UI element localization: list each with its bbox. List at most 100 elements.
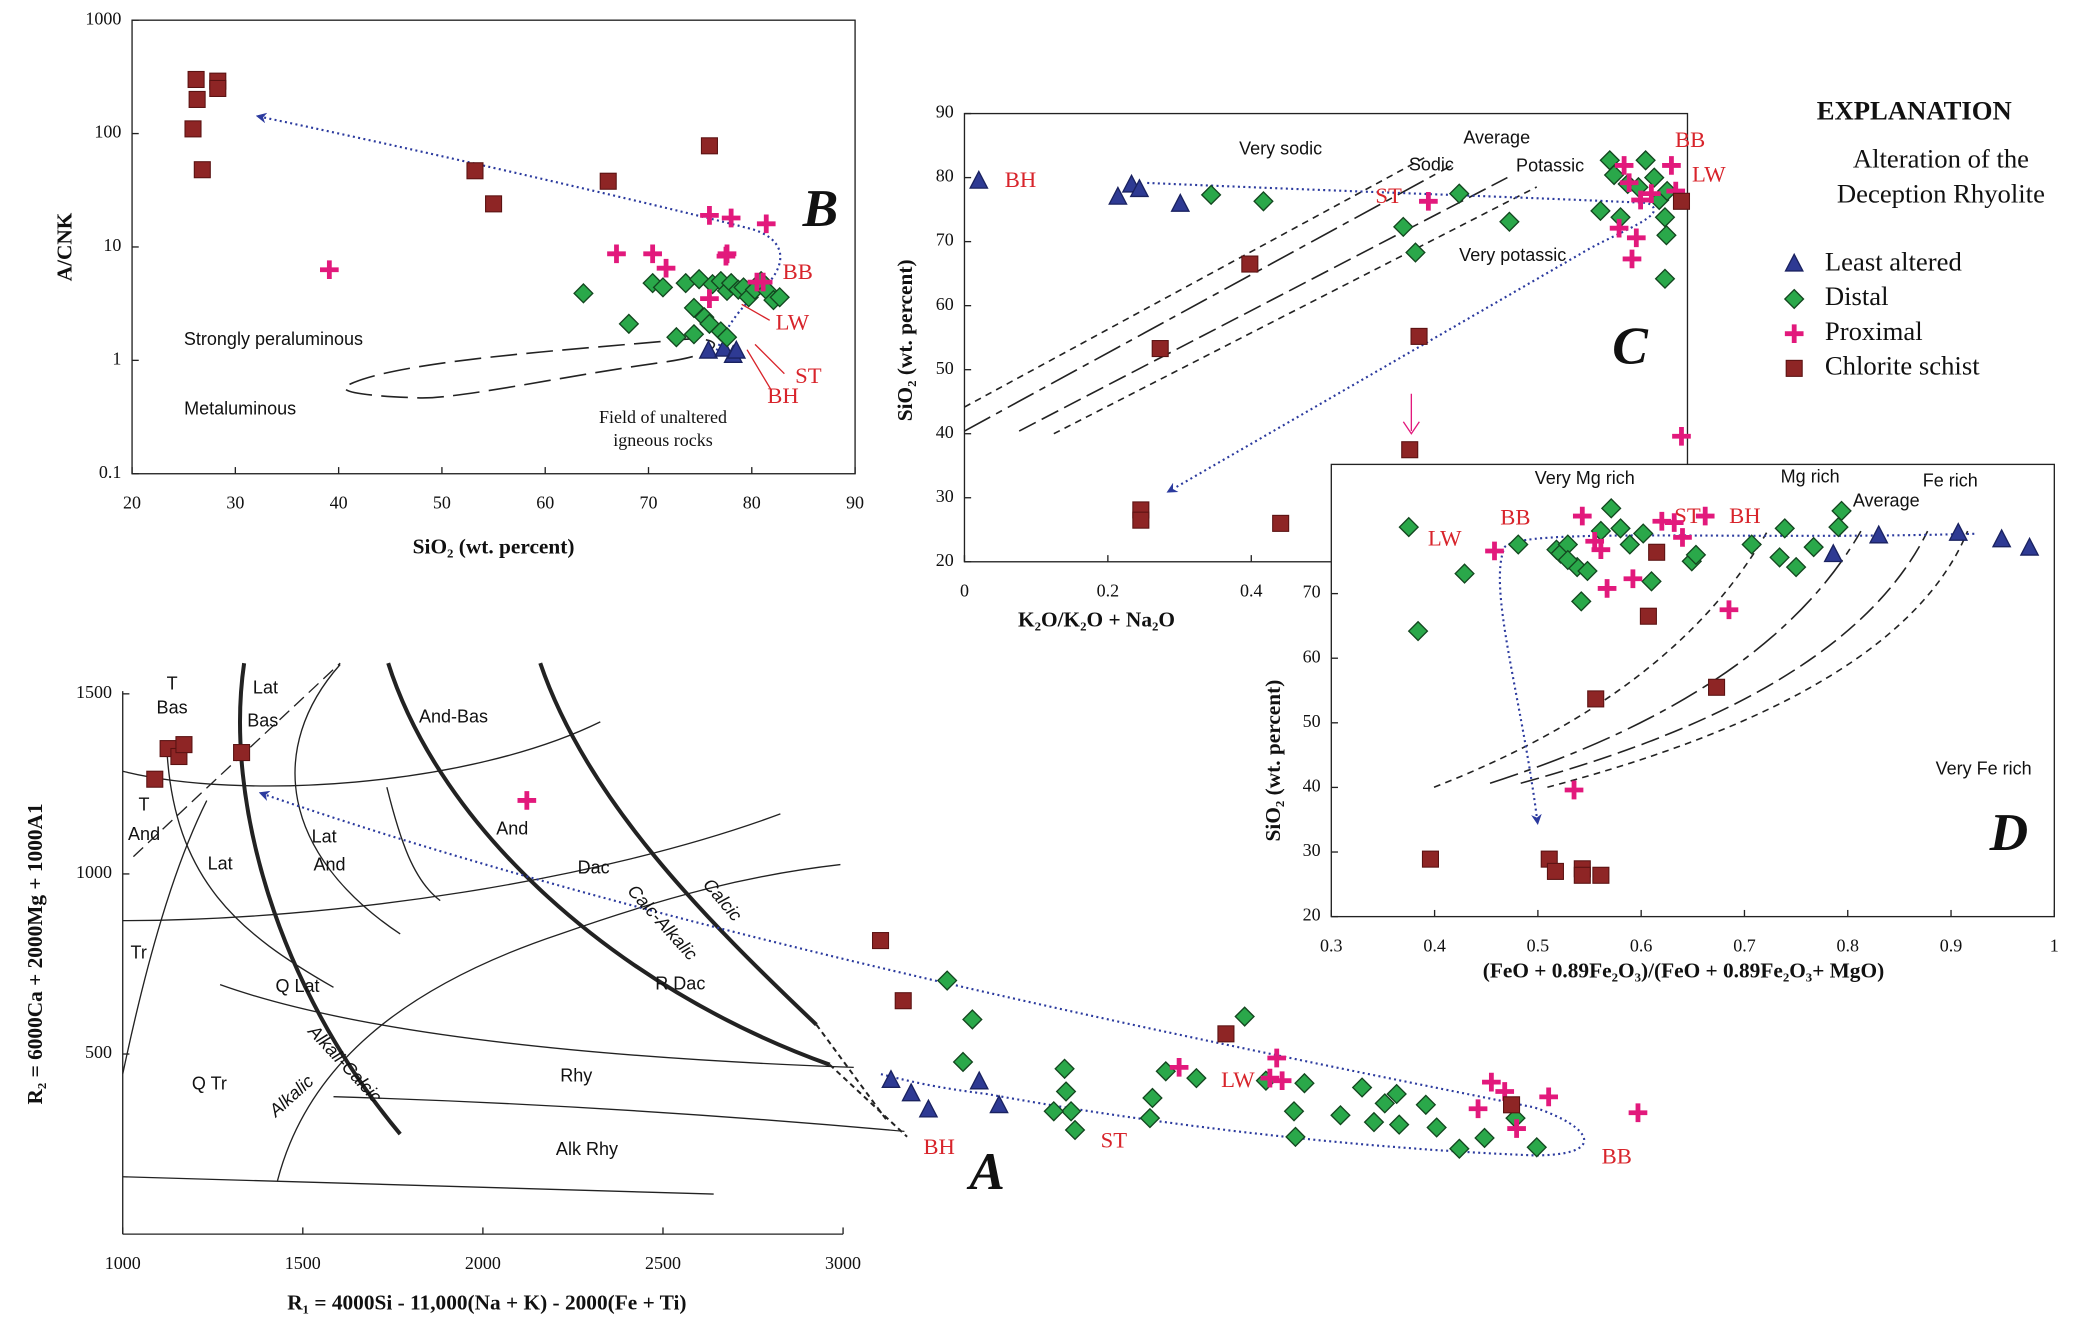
field-boundary [1489, 530, 1862, 784]
point-distal [1330, 1104, 1351, 1126]
x-tick-label: 20 [123, 493, 141, 513]
y-tick-label: 70 [936, 230, 954, 250]
point-chlorite-schist [1592, 866, 1610, 884]
point-least-altered [1991, 528, 2012, 548]
x-tick-label: 80 [743, 493, 761, 513]
point-proximal [1260, 1068, 1280, 1088]
point-distal [1405, 242, 1426, 263]
point-proximal [1507, 1119, 1526, 1138]
point-chlorite-schist [1639, 607, 1657, 625]
field-boundary [276, 863, 841, 1181]
point-proximal [1623, 569, 1643, 589]
annotation: And [313, 855, 345, 875]
annotation: Fe rich [1923, 470, 1978, 490]
y-axis-title: A/CNK [53, 212, 77, 281]
annotation: Field of unaltered [599, 407, 727, 427]
point-least-altered [698, 339, 719, 359]
x-tick-label: 2000 [465, 1253, 501, 1273]
point-distal [1741, 534, 1762, 555]
y-tick-label: 1500 [76, 682, 112, 702]
point-proximal [1597, 579, 1617, 598]
point-chlorite-schist [894, 992, 912, 1010]
point-distal [1415, 1094, 1437, 1116]
annotation: BH [767, 383, 798, 408]
point-chlorite-schist [184, 120, 202, 138]
point-distal [1054, 1058, 1075, 1080]
point-proximal [717, 244, 737, 264]
y-tick-label: 20 [936, 550, 954, 570]
trend-arrow [1147, 181, 1656, 493]
annotation: Q Tr [192, 1073, 227, 1093]
annotation: BH [1729, 503, 1760, 528]
annotation: Very sodic [1239, 138, 1322, 158]
point-distal [1186, 1067, 1207, 1089]
legend-label: Distal [1825, 281, 1889, 311]
x-tick-label: 0.4 [1240, 581, 1263, 601]
field-boundary [386, 662, 831, 1067]
x-axis-title: K₂O/K₂O + Na₂O [1018, 608, 1175, 632]
field-boundary [122, 721, 601, 787]
point-distal [1398, 516, 1420, 538]
point-chlorite-schist [1672, 192, 1691, 210]
legend-label: Proximal [1825, 316, 1923, 346]
point-distal [1055, 1081, 1077, 1102]
annotation: Very potassic [1459, 245, 1566, 265]
y-tick-label: 80 [936, 166, 954, 186]
legend-marker [1783, 288, 1805, 310]
y-tick-label: 70 [1303, 582, 1321, 602]
point-proximal [1572, 506, 1592, 526]
point-chlorite-schist [1217, 1025, 1235, 1043]
point-least-altered [714, 337, 734, 357]
annotation: BB [1602, 1143, 1632, 1168]
legend-subtitle: Deception Rhyolite [1837, 178, 2045, 208]
point-distal [1139, 1107, 1161, 1129]
point-distal [666, 326, 687, 348]
point-distal [1155, 1061, 1177, 1082]
x-tick-label: 0.3 [1320, 935, 1343, 955]
point-chlorite-schist [1410, 327, 1428, 345]
point-distal [1774, 518, 1796, 539]
annotation: ST [1375, 183, 1402, 208]
point-proximal [1614, 156, 1634, 175]
point-chlorite-schist [700, 137, 718, 155]
point-distal [1526, 1137, 1548, 1158]
legend-marker [1785, 359, 1803, 377]
field-boundary [344, 338, 716, 399]
annotation: Bas [247, 711, 278, 731]
annotation: Average [1853, 491, 1920, 511]
point-chlorite-schist [1401, 441, 1419, 459]
annotation: BB [1675, 127, 1705, 152]
field-boundary [122, 800, 208, 1075]
legend-label: Chlorite schist [1825, 350, 1980, 380]
point-proximal [721, 208, 741, 228]
point-least-altered [881, 1069, 901, 1089]
point-least-altered [969, 1070, 989, 1090]
point-distal [1507, 534, 1529, 555]
point-proximal [1719, 600, 1739, 620]
annotation: BB [1500, 504, 1530, 529]
annotation: Very Mg rich [1535, 468, 1635, 488]
annotation: Metaluminous [184, 398, 296, 418]
x-tick-label: 0.5 [1527, 935, 1550, 955]
point-distal [1577, 560, 1598, 582]
point-proximal [1626, 228, 1646, 248]
field-boundary [1547, 530, 1969, 788]
y-tick-label: 30 [936, 486, 954, 506]
point-proximal [1539, 1087, 1558, 1107]
annotation: Potassic [1516, 156, 1584, 176]
field-boundary [1520, 530, 1929, 784]
point-distal [1685, 544, 1707, 566]
point-proximal [1673, 528, 1692, 547]
y-tick-label: 1 [112, 348, 121, 368]
point-chlorite-schist [1272, 514, 1290, 532]
plot-frame [963, 112, 1689, 563]
x-axis-title: (FeO + 0.89Fe₂O₃)/(FeO + 0.89Fe₂O₃+ MgO) [1483, 959, 1884, 983]
point-distal [1064, 1119, 1086, 1141]
annotation: Mg rich [1781, 466, 1840, 486]
y-tick-label: 60 [936, 294, 954, 314]
y-tick-label: 1000 [76, 862, 112, 882]
point-distal [1635, 150, 1656, 171]
point-distal [652, 277, 674, 298]
point-distal [1060, 1101, 1082, 1122]
point-distal [1610, 518, 1631, 539]
